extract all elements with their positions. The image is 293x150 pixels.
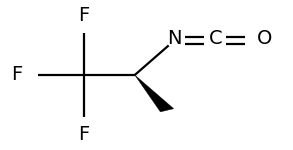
Text: F: F <box>11 66 22 84</box>
Text: F: F <box>78 6 89 25</box>
Text: C: C <box>209 29 222 48</box>
Text: F: F <box>78 125 89 144</box>
Polygon shape <box>135 75 174 112</box>
Text: O: O <box>256 29 272 48</box>
Text: N: N <box>167 29 182 48</box>
